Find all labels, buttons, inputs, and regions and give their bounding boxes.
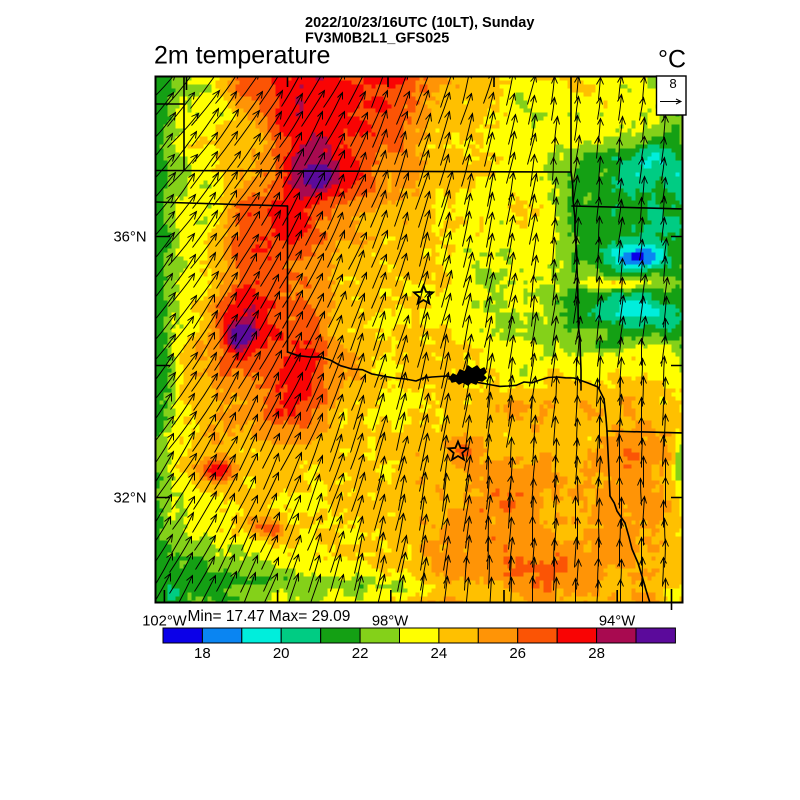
svg-text:2022/10/23/16UTC (10LT), Sunda: 2022/10/23/16UTC (10LT), Sunday [305,15,534,31]
svg-text:102°W: 102°W [142,614,187,630]
svg-text:32°N: 32°N [113,491,146,507]
svg-text:20: 20 [273,645,290,662]
svg-text:Min= 17.47 Max= 29.09: Min= 17.47 Max= 29.09 [188,608,351,625]
svg-text:FV3M0B2L1_GFS025: FV3M0B2L1_GFS025 [305,31,449,47]
svg-text:8: 8 [669,76,676,91]
svg-text:26: 26 [509,645,526,662]
svg-text:°C: °C [658,46,686,74]
svg-text:94°W: 94°W [599,614,635,630]
svg-text:36°N: 36°N [113,230,146,246]
svg-text:28: 28 [588,645,605,662]
svg-text:18: 18 [194,645,211,662]
svg-text:24: 24 [431,645,448,662]
svg-text:2m temperature: 2m temperature [154,42,330,70]
svg-text:98°W: 98°W [372,614,408,630]
svg-text:22: 22 [352,645,369,662]
